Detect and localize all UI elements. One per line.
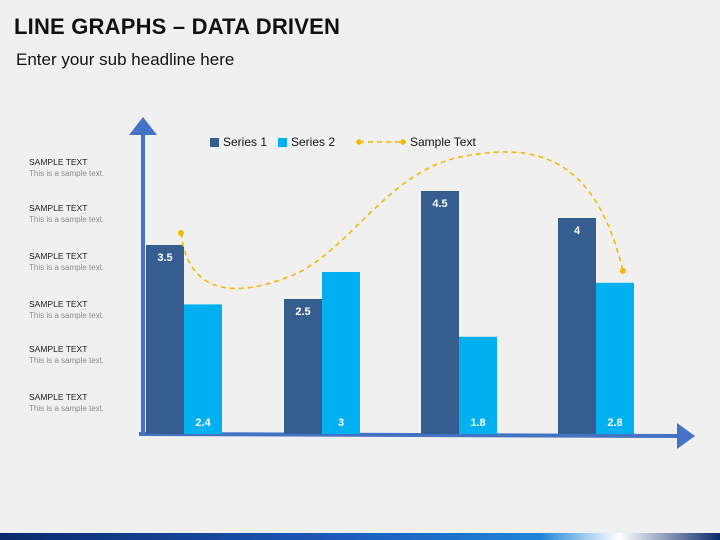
slide-subtitle: Enter your sub headline here xyxy=(16,50,235,69)
legend-label-series-2: Series 2 xyxy=(291,135,336,149)
data-label-series-2: 2.8 xyxy=(607,417,622,429)
bar-series-2 xyxy=(184,304,222,434)
data-label-series-2: 1.8 xyxy=(470,417,485,429)
trend-line-group xyxy=(178,151,626,290)
legend-item-series-1: Series 1 xyxy=(210,135,267,149)
trend-line-start-marker xyxy=(178,230,184,236)
side-item-body: This is a sample text. xyxy=(29,356,105,365)
data-labels-group: 3.5 2.5 4.5 4 2.4 3 1.8 2.8 xyxy=(157,198,622,429)
side-item-heading: SAMPLE TEXT xyxy=(29,157,88,167)
bar-series-1 xyxy=(284,299,322,434)
side-item-body: This is a sample text. xyxy=(29,263,105,272)
legend-item-line: Sample Text xyxy=(356,135,476,149)
side-item-body: This is a sample text. xyxy=(29,169,105,178)
trend-line xyxy=(180,151,624,290)
bar-series-1 xyxy=(558,218,596,434)
side-item-heading: SAMPLE TEXT xyxy=(29,251,88,261)
side-item-heading: SAMPLE TEXT xyxy=(29,203,88,213)
data-label-series-1: 2.5 xyxy=(295,306,310,318)
bars-group xyxy=(146,191,634,434)
side-item: SAMPLE TEXT This is a sample text. xyxy=(29,299,149,321)
side-item: SAMPLE TEXT This is a sample text. xyxy=(29,344,149,366)
data-label-series-1: 4 xyxy=(574,225,581,237)
data-label-series-2: 2.4 xyxy=(195,417,211,429)
side-item-body: This is a sample text. xyxy=(29,404,105,413)
data-label-series-1: 4.5 xyxy=(432,198,447,210)
side-item: SAMPLE TEXT This is a sample text. xyxy=(29,392,149,414)
bar-series-2 xyxy=(322,272,360,434)
x-axis-line xyxy=(138,432,681,438)
trend-line-end-marker xyxy=(620,268,626,274)
side-item: SAMPLE TEXT This is a sample text. xyxy=(29,251,149,273)
bar-series-1 xyxy=(421,191,459,434)
side-item: SAMPLE TEXT This is a sample text. xyxy=(29,157,149,179)
chart-axes xyxy=(129,117,695,449)
bar-series-2 xyxy=(459,336,497,434)
data-label-series-1: 3.5 xyxy=(157,252,172,264)
side-item-heading: SAMPLE TEXT xyxy=(29,392,88,402)
side-item-body: This is a sample text. xyxy=(29,311,105,320)
y-axis-arrow-icon xyxy=(129,117,157,135)
bar-series-1 xyxy=(146,245,184,434)
side-item-heading: SAMPLE TEXT xyxy=(29,299,88,309)
side-item-heading: SAMPLE TEXT xyxy=(29,344,88,354)
data-label-series-2: 3 xyxy=(338,417,344,429)
legend-line-marker xyxy=(356,139,406,145)
footer-bar xyxy=(0,533,720,540)
bar-series-2 xyxy=(596,282,634,434)
legend-label-series-1: Series 1 xyxy=(223,135,268,149)
side-item: SAMPLE TEXT This is a sample text. xyxy=(29,203,149,225)
legend-swatch-series-2 xyxy=(278,137,287,147)
legend-item-series-2: Series 2 xyxy=(278,135,335,149)
side-item-body: This is a sample text. xyxy=(29,215,105,224)
slide-title: LINE GRAPHS – DATA DRIVEN xyxy=(14,14,341,39)
x-axis-arrow-icon xyxy=(677,423,695,449)
legend-swatch-series-1 xyxy=(210,137,219,147)
legend-label-line: Sample Text xyxy=(410,135,476,149)
